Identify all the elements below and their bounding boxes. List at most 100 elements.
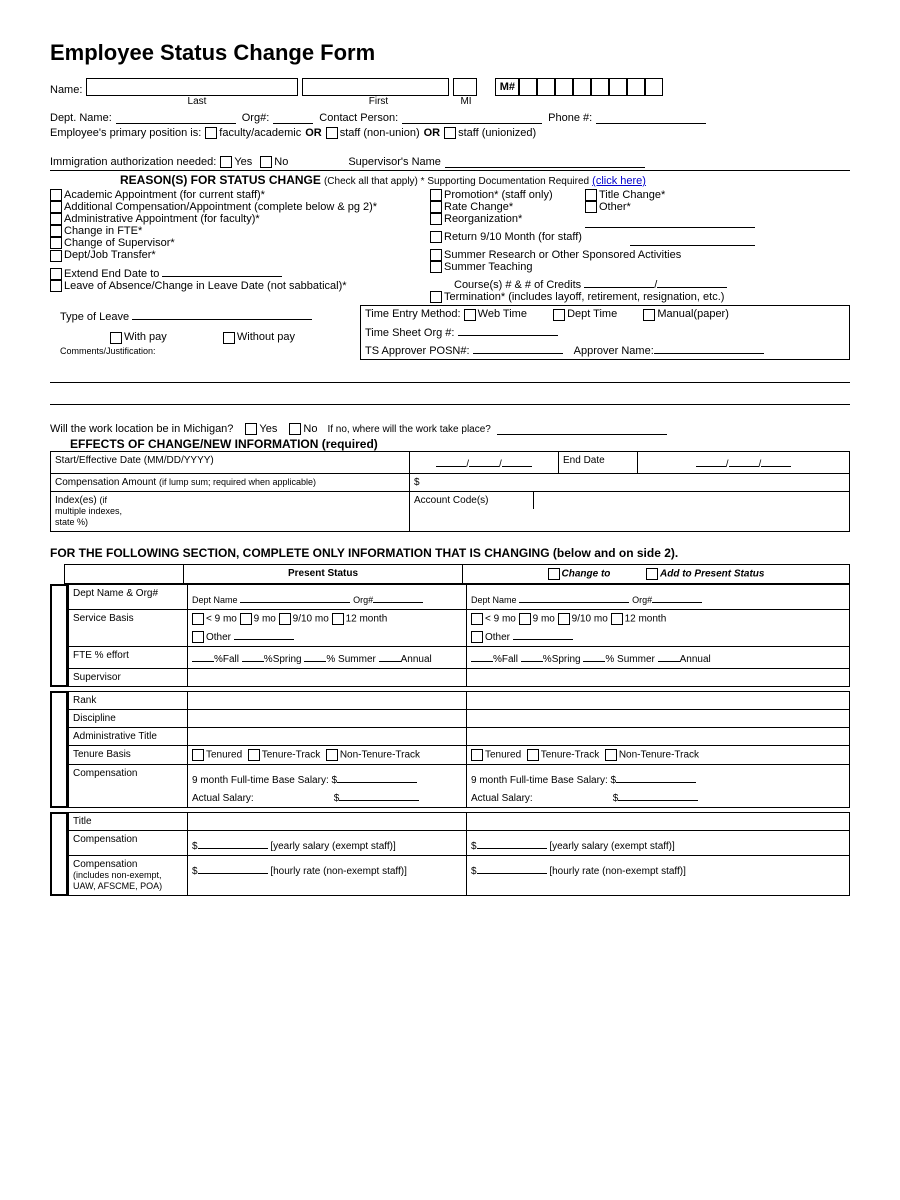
p-spring[interactable]: [242, 650, 264, 662]
cb-termination[interactable]: [430, 291, 442, 303]
c-ten-1[interactable]: [527, 749, 539, 761]
c-title[interactable]: [467, 812, 850, 830]
cb-add-to[interactable]: [646, 568, 658, 580]
cb-other[interactable]: [585, 201, 597, 213]
p-org-fld[interactable]: [373, 588, 423, 603]
c-svc-other[interactable]: [513, 625, 573, 640]
c-svc-0[interactable]: [471, 613, 483, 625]
p-summer[interactable]: [304, 650, 326, 662]
c-comp3-fld[interactable]: [477, 859, 547, 874]
cb-promotion[interactable]: [430, 189, 442, 201]
p-comp2-fld[interactable]: [198, 834, 268, 849]
c-ten-0[interactable]: [471, 749, 483, 761]
c-rank[interactable]: [467, 691, 850, 709]
cb-extend-end[interactable]: [50, 268, 62, 280]
cb-rate-change[interactable]: [430, 201, 442, 213]
mnum-2[interactable]: [537, 78, 555, 96]
cb-mi-yes[interactable]: [245, 423, 257, 435]
cb-summer-teaching[interactable]: [430, 261, 442, 273]
p-svc-other[interactable]: [234, 625, 294, 640]
cb-manual[interactable]: [643, 309, 655, 321]
cb-change-fte[interactable]: [50, 225, 62, 237]
c-summer[interactable]: [583, 650, 605, 662]
dept-name-field[interactable]: [116, 109, 236, 124]
cb-leave-absence[interactable]: [50, 280, 62, 292]
mnum-6[interactable]: [609, 78, 627, 96]
contact-field[interactable]: [402, 109, 542, 124]
cb-reorg[interactable]: [430, 213, 442, 225]
c-admin-title[interactable]: [467, 727, 850, 745]
supervisor-field[interactable]: [445, 153, 645, 168]
mnum-1[interactable]: [519, 78, 537, 96]
mi-field[interactable]: [453, 78, 477, 96]
mnum-4[interactable]: [573, 78, 591, 96]
cb-change-to[interactable]: [548, 568, 560, 580]
p-annual[interactable]: [379, 650, 401, 662]
c-discipline[interactable]: [467, 709, 850, 727]
mnum-8[interactable]: [645, 78, 663, 96]
type-leave-field[interactable]: [132, 305, 312, 320]
mnum-7[interactable]: [627, 78, 645, 96]
p-rank[interactable]: [188, 691, 467, 709]
first-name-field[interactable]: [302, 78, 449, 96]
cb-summer-research[interactable]: [430, 249, 442, 261]
last-name-field[interactable]: [86, 78, 298, 96]
cb-without-pay[interactable]: [223, 332, 235, 344]
end-dd[interactable]: [729, 455, 759, 467]
click-here-link[interactable]: (click here): [592, 175, 646, 187]
staff-nonunion-checkbox[interactable]: [326, 127, 338, 139]
c-actual-fld[interactable]: [618, 786, 698, 801]
extend-end-field[interactable]: [162, 262, 282, 277]
p-svc-0[interactable]: [192, 613, 204, 625]
p-ten-0[interactable]: [192, 749, 204, 761]
cb-with-pay[interactable]: [110, 332, 122, 344]
immig-yes-checkbox[interactable]: [220, 156, 232, 168]
p-actual-fld[interactable]: [339, 786, 419, 801]
cb-addl-comp[interactable]: [50, 201, 62, 213]
p-discipline[interactable]: [188, 709, 467, 727]
p-svc-4[interactable]: [192, 631, 204, 643]
end-mm[interactable]: [696, 455, 726, 467]
end-yy[interactable]: [761, 455, 791, 467]
c-comp2-fld[interactable]: [477, 834, 547, 849]
cb-academic-appt[interactable]: [50, 189, 62, 201]
cb-admin-appt[interactable]: [50, 213, 62, 225]
ts-org-field[interactable]: [458, 321, 558, 336]
p-admin-title[interactable]: [188, 727, 467, 745]
p-supervisor[interactable]: [188, 668, 467, 686]
p-comp3-fld[interactable]: [198, 859, 268, 874]
immig-no-checkbox[interactable]: [260, 156, 272, 168]
cb-title-change[interactable]: [585, 189, 597, 201]
c-ten-2[interactable]: [605, 749, 617, 761]
cb-dept-time[interactable]: [553, 309, 565, 321]
p-title[interactable]: [188, 812, 467, 830]
cb-mi-no[interactable]: [289, 423, 301, 435]
faculty-checkbox[interactable]: [205, 127, 217, 139]
c-svc-3[interactable]: [611, 613, 623, 625]
ts-posn-field[interactable]: [473, 339, 563, 354]
start-yy[interactable]: [502, 455, 532, 467]
c-org-fld[interactable]: [652, 588, 702, 603]
acct-field[interactable]: [534, 492, 850, 509]
p-deptname-fld[interactable]: [240, 588, 350, 603]
c-spring[interactable]: [521, 650, 543, 662]
start-mm[interactable]: [436, 455, 466, 467]
cb-web-time[interactable]: [464, 309, 476, 321]
start-dd[interactable]: [469, 455, 499, 467]
p-svc-1[interactable]: [240, 613, 252, 625]
cb-change-supervisor[interactable]: [50, 237, 62, 249]
credits-field[interactable]: [657, 273, 727, 288]
c-9mo-fld[interactable]: [616, 768, 696, 783]
p-ten-1[interactable]: [248, 749, 260, 761]
phone-field[interactable]: [596, 109, 706, 124]
michigan-where-field[interactable]: [497, 420, 667, 435]
other-field[interactable]: [585, 213, 755, 228]
c-svc-4[interactable]: [471, 631, 483, 643]
mnum-3[interactable]: [555, 78, 573, 96]
c-annual[interactable]: [658, 650, 680, 662]
p-svc-2[interactable]: [279, 613, 291, 625]
c-svc-2[interactable]: [558, 613, 570, 625]
mnum-5[interactable]: [591, 78, 609, 96]
cb-dept-transfer[interactable]: [50, 250, 62, 262]
approver-name-field[interactable]: [654, 339, 764, 354]
